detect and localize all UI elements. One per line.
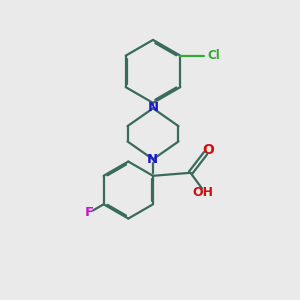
- Text: F: F: [85, 206, 94, 219]
- Text: N: N: [147, 101, 159, 114]
- Text: Cl: Cl: [207, 49, 220, 62]
- Text: N: N: [147, 153, 158, 167]
- Text: OH: OH: [192, 186, 213, 200]
- Text: O: O: [202, 143, 214, 157]
